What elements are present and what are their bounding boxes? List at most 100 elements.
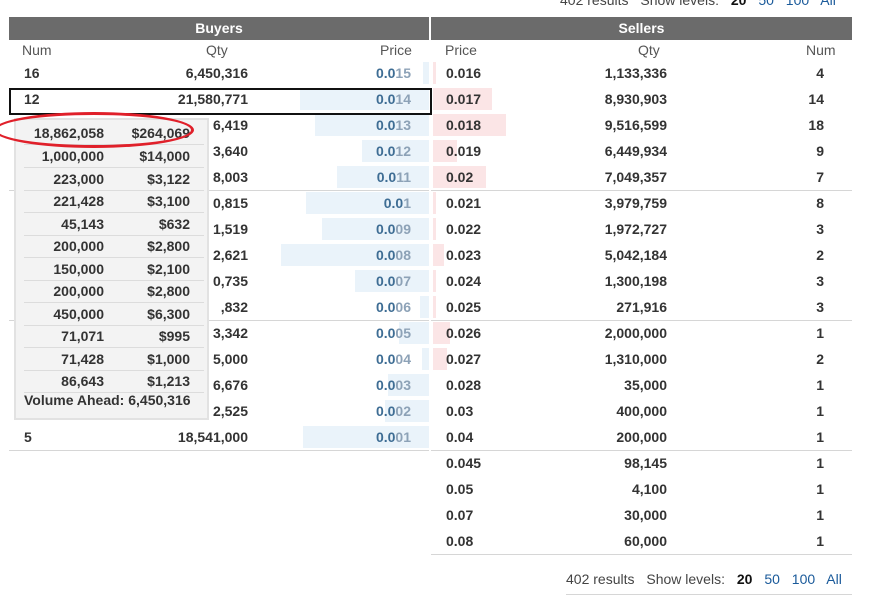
sellers-row[interactable]: 0.08 60,000 1 [431,528,852,554]
sellers-group-divider [431,320,852,321]
sellers-num-cell: 1 [816,507,824,523]
sellers-row[interactable]: 0.026 2,000,000 1 [431,320,852,346]
tooltip-order-qty: 200,000 [53,283,104,299]
results-count: 402 results [566,571,635,587]
sellers-num-cell: 7 [816,169,824,185]
buyers-group-divider [9,190,429,191]
buyers-row[interactable]: 5 18,541,000 0.001 [9,424,429,450]
tooltip-order-qty: 150,000 [53,260,104,277]
sellers-num-cell: 3 [816,273,824,289]
sellers-row[interactable]: 0.05 4,100 1 [431,476,852,502]
sellers-row[interactable]: 0.025 271,916 3 [431,294,852,320]
sellers-num-cell: 1 [816,533,824,549]
buyers-row[interactable]: 0,815 0.01 [9,190,429,216]
buyers-price-cell: 0.013 [376,112,411,138]
buyers-row[interactable]: 0,735 0.007 [9,268,429,294]
sellers-row[interactable]: 0.07 30,000 1 [431,502,852,528]
tooltip-order-qty: 71,071 [61,328,104,344]
price-suffix: 04 [395,351,411,367]
tooltip-order-row: 223,000 $3,122 [24,168,204,191]
buyers-price-cell: 0.012 [376,138,411,164]
buyers-qty-cell: 6,676 [212,377,248,393]
sellers-row[interactable]: 0.017 8,930,903 14 [431,86,852,112]
tooltip-order-row: 1,000,000 $14,000 [24,145,204,168]
sellers-depth-bar [433,88,492,110]
sellers-row[interactable]: 0.016 1,133,336 4 [431,60,852,86]
price-suffix: 05 [395,325,411,341]
level-20-link[interactable]: 20 [736,571,753,587]
sellers-num-cell: 1 [816,455,824,471]
sellers-row[interactable]: 0.022 1,972,727 3 [431,216,852,242]
sellers-depth-bar [433,192,436,214]
buyers-qty-cell: 3,342 [212,325,248,341]
buyers-row[interactable]: 8,003 0.011 [9,164,429,190]
buyers-row[interactable]: 2,525 0.002 [9,398,429,424]
sellers-num-cell: 1 [816,403,824,419]
level-all-link[interactable]: All [820,0,836,8]
buyers-qty-cell: 3,640 [212,143,248,159]
buyers-header: Buyers [9,17,429,40]
sellers-qty-header[interactable]: Qty [638,42,660,58]
sellers-row[interactable]: 0.03 400,000 1 [431,398,852,424]
level-100-link[interactable]: 100 [791,571,816,587]
sellers-depth-bar [433,114,506,136]
sellers-num-cell: 2 [816,247,824,263]
sellers-row[interactable]: 0.028 35,000 1 [431,372,852,398]
sellers-num-cell: 9 [816,143,824,159]
sellers-row[interactable]: 0.04 200,000 1 [431,424,852,450]
sellers-price-cell: 0.028 [446,377,482,393]
sellers-price-header[interactable]: Price [445,42,477,58]
sellers-qty-cell: 1,300,198 [604,273,667,289]
buyers-group-divider [9,450,429,451]
level-all-link[interactable]: All [826,571,842,587]
sellers-row[interactable]: 0.02 7,049,357 7 [431,164,852,190]
buyers-price-header[interactable]: Price [380,42,412,58]
price-prefix: 0.0 [383,195,404,211]
sellers-depth-bar [433,166,486,188]
sellers-row[interactable]: 0.045 98,145 1 [431,450,852,476]
tooltip-order-row: 200,000 $2,800 [24,235,204,258]
sellers-price-cell: 0.018 [446,117,482,133]
buyers-depth-bar [315,114,429,136]
price-prefix: 0.0 [376,169,397,185]
buyers-row[interactable]: 3,640 0.012 [9,138,429,164]
buyers-row[interactable]: 6,419 0.013 [9,112,429,138]
level-50-link[interactable]: 50 [764,571,780,587]
sellers-row[interactable]: 0.021 3,979,759 8 [431,190,852,216]
sellers-row[interactable]: 0.024 1,300,198 3 [431,268,852,294]
buyers-row[interactable]: 16 6,450,316 0.015 [9,60,429,86]
buyers-qty-header[interactable]: Qty [206,42,228,58]
sellers-row[interactable]: 0.018 9,516,599 18 [431,112,852,138]
level-50-link[interactable]: 50 [758,0,774,8]
sellers-row[interactable]: 0.027 1,310,000 2 [431,346,852,372]
sellers-depth-bar [433,62,436,84]
buyers-row[interactable]: ,832 0.006 [9,294,429,320]
buyers-row[interactable]: 2,621 0.008 [9,242,429,268]
buyers-price-cell: 0.009 [376,216,411,242]
buyers-depth-bar [422,348,429,370]
level-20-link[interactable]: 20 [730,0,747,8]
buyers-num-cell: 16 [24,65,40,81]
tooltip-order-qty: 221,428 [53,193,104,209]
tooltip-order-qty: 223,000 [53,170,104,187]
sellers-qty-cell: 200,000 [616,429,667,445]
sellers-depth-bar [433,140,457,162]
sellers-qty-cell: 400,000 [616,403,667,419]
tooltip-order-qty: 200,000 [53,238,104,254]
sellers-num-header[interactable]: Num [806,42,836,58]
buyers-row[interactable]: 1,519 0.009 [9,216,429,242]
buyers-qty-cell: 2,525 [212,403,248,419]
sellers-row[interactable]: 0.019 6,449,934 9 [431,138,852,164]
buyers-price-cell: 0.008 [376,242,411,268]
buyers-row[interactable]: 6,676 0.003 [9,372,429,398]
level-100-link[interactable]: 100 [785,0,810,8]
buyers-row[interactable]: 5,000 0.004 [9,346,429,372]
buyers-row[interactable]: 3,342 0.005 [9,320,429,346]
tooltip-order-value: $2,800 [147,238,190,254]
buyers-num-header[interactable]: Num [22,42,52,58]
sellers-group-divider [431,450,852,451]
sellers-row[interactable]: 0.023 5,042,184 2 [431,242,852,268]
buyers-row[interactable]: 12 21,580,771 0.014 [9,86,429,112]
tooltip-order-value: $3,100 [147,193,190,209]
sellers-num-cell: 1 [816,325,824,341]
